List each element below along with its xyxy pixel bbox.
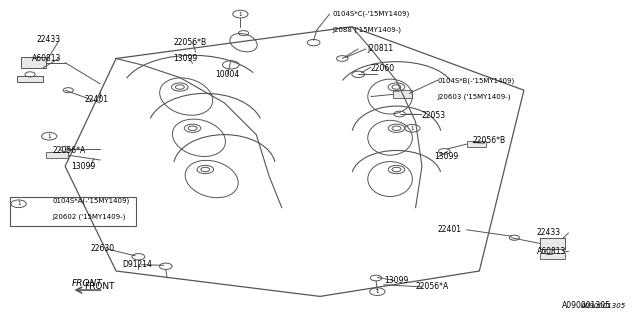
FancyBboxPatch shape bbox=[10, 197, 136, 226]
Text: 22056*A: 22056*A bbox=[415, 282, 449, 292]
Bar bbox=[20, 57, 46, 68]
Text: 1: 1 bbox=[47, 134, 51, 139]
Bar bbox=[540, 252, 565, 259]
Text: J20602 ('15MY1409-): J20602 ('15MY1409-) bbox=[52, 214, 125, 220]
Text: 1: 1 bbox=[239, 12, 242, 17]
Text: J20603 ('15MY1409-): J20603 ('15MY1409-) bbox=[438, 93, 511, 100]
Text: 22433: 22433 bbox=[537, 228, 561, 237]
Bar bbox=[46, 152, 68, 158]
Text: 22053: 22053 bbox=[422, 111, 446, 120]
Text: 0104S*A(-'15MY1409): 0104S*A(-'15MY1409) bbox=[52, 198, 130, 204]
Text: 13099: 13099 bbox=[384, 276, 408, 285]
Bar bbox=[467, 141, 486, 147]
Text: A090001305: A090001305 bbox=[562, 301, 611, 310]
Text: 22056*B: 22056*B bbox=[473, 136, 506, 146]
Text: 0104S*C(-'15MY1409): 0104S*C(-'15MY1409) bbox=[333, 11, 410, 17]
Text: 22056*A: 22056*A bbox=[52, 146, 86, 155]
Text: 22060: 22060 bbox=[371, 63, 395, 73]
Text: 1: 1 bbox=[411, 126, 414, 131]
Bar bbox=[17, 76, 43, 82]
Text: A090001305: A090001305 bbox=[580, 303, 626, 309]
Text: J2088 ('15MY1409-): J2088 ('15MY1409-) bbox=[333, 27, 402, 33]
Text: FRONT: FRONT bbox=[72, 279, 103, 288]
Text: 1: 1 bbox=[17, 201, 20, 206]
Text: 0104S*B(-'15MY1409): 0104S*B(-'15MY1409) bbox=[438, 77, 515, 84]
Text: 22433: 22433 bbox=[36, 35, 61, 44]
Text: 22401: 22401 bbox=[438, 225, 462, 234]
Bar bbox=[540, 238, 565, 249]
Text: 22056*B: 22056*B bbox=[173, 38, 207, 47]
Text: A60813: A60813 bbox=[32, 54, 61, 63]
Text: 22630: 22630 bbox=[91, 244, 115, 253]
Text: A60813: A60813 bbox=[537, 247, 566, 257]
Text: FRONT: FRONT bbox=[84, 282, 115, 292]
Text: 13099: 13099 bbox=[72, 162, 96, 171]
Text: 13099: 13099 bbox=[435, 152, 459, 161]
Text: 22401: 22401 bbox=[84, 95, 108, 104]
Bar bbox=[394, 90, 412, 98]
Text: J20811: J20811 bbox=[368, 44, 394, 53]
Text: 13099: 13099 bbox=[173, 54, 198, 63]
Text: D91214: D91214 bbox=[122, 260, 152, 269]
Text: 10004: 10004 bbox=[215, 70, 239, 79]
Text: 1: 1 bbox=[376, 289, 379, 294]
